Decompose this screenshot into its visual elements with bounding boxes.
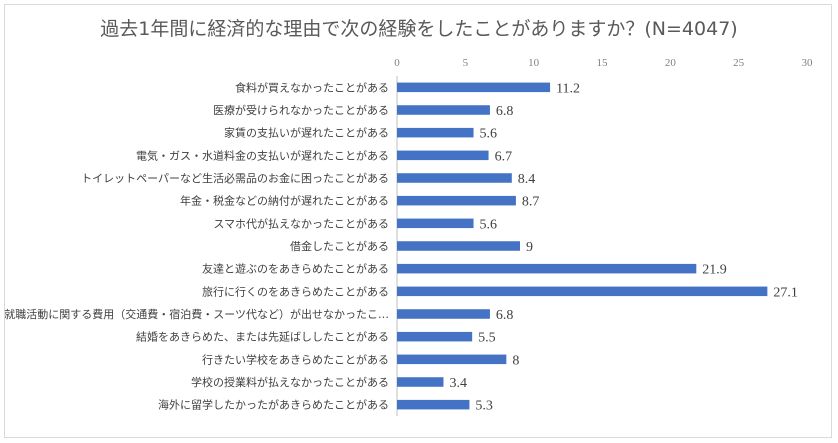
bar [397,309,490,319]
x-tick-label: 30 [802,57,814,69]
value-label: 3.4 [449,376,467,391]
x-tick-label: 10 [528,57,540,69]
category-label: トイレットペーパーなど生活必需品のお金に困ったことがある [81,171,389,185]
bar [397,218,474,229]
bar [397,286,768,297]
category-label: 借金したことがある [290,239,389,253]
category-label: 結婚をあきらめた、または先延ばししたことがある [136,330,389,344]
category-label: 旅行に行くのをあきらめたことがある [202,284,389,298]
bar [397,399,470,410]
value-label: 9 [526,240,533,255]
bar [397,354,507,365]
value-label: 5.5 [478,331,496,346]
category-label: 海外に留学したかったがあきらめたことがある [158,398,389,412]
category-label: 行きたい学校をあきらめたことがある [202,352,389,366]
category-label: 医療が受けられなかったことがある [213,103,389,117]
value-label: 6.8 [496,104,514,119]
bar [397,195,516,206]
chart-title: 過去1年間に経済的な理由で次の経験をしたことがありますか？(N=4047) [100,18,738,40]
bars [397,82,768,410]
x-tick-label: 25 [733,57,745,69]
category-label: 電気・ガス・水道料金の支払いが遅れたことがある [136,148,389,162]
x-axis-ticks: 0 5 10 15 20 25 30 [394,57,813,69]
value-label: 6.8 [496,308,514,323]
value-label: 8.4 [518,172,536,187]
x-tick-label: 20 [665,57,677,69]
value-label: 6.7 [495,149,512,164]
x-tick-label: 0 [394,57,400,69]
value-label: 5.6 [480,217,498,232]
bar [397,82,551,93]
value-label: 5.3 [475,399,493,414]
category-labels: 食料が買えなかったことがある医療が受けられなかったことがある家賃の支払いが遅れた… [4,80,389,411]
bar [397,105,490,115]
x-tick-label: 15 [597,57,609,69]
bar [397,331,473,342]
value-label: 5.6 [480,127,498,142]
category-label: スマホ代が払えなかったことがある [213,216,389,230]
value-label: 8 [512,353,519,368]
value-label: 27.1 [773,285,798,300]
category-label: 食料が買えなかったことがある [235,80,389,94]
bar [397,241,520,251]
value-label: 11.2 [556,81,580,96]
value-label: 8.7 [522,195,540,210]
category-label: 友達と遊ぶのをあきらめたことがある [202,262,389,276]
bar [397,150,489,161]
bar [397,263,697,274]
bar [397,377,444,387]
category-label: 家賃の支払いが遅れたことがある [224,126,389,140]
bar [397,127,474,138]
value-label: 21.9 [702,263,727,278]
bar [397,173,512,183]
x-tick-label: 5 [463,57,469,69]
category-label: 学校の授業料が払えなかったことがある [191,375,389,389]
category-label: 年金・税金などの納付が遅れたことがある [180,194,389,208]
value-labels: 11.26.85.66.78.48.75.6921.927.16.85.583.… [449,81,797,413]
category-label: 就職活動に関する費用（交通費・宿泊費・スーツ代など）が出せなかったこ… [4,307,389,321]
